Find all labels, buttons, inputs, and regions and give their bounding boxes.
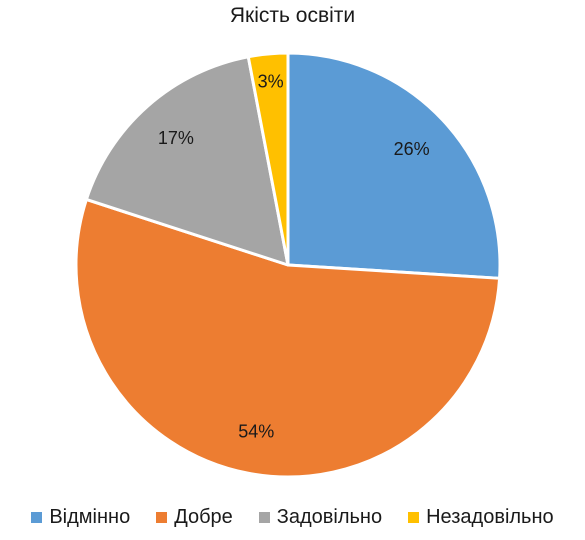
data-label-2: 54% (238, 422, 274, 442)
pie-slice-4 (246, 51, 290, 267)
pie-slice-3 (84, 55, 290, 267)
legend: Відмінно Добре Задовільно Незадовільно (0, 506, 585, 529)
legend-entry-2: Добре (156, 506, 233, 529)
legend-label-1: Відмінно (49, 506, 131, 528)
data-label-4: 3% (258, 71, 284, 91)
legend-swatch-3 (258, 512, 270, 523)
legend-label-4: Незадовільно (426, 506, 554, 528)
legend-entry-4: Незадовільно (408, 506, 554, 529)
legend-label-3: Задовільно (276, 506, 383, 528)
data-label-3: 17% (158, 128, 194, 148)
pie-chart: 26% 54% 17% 3% (74, 51, 502, 479)
pie-slice-2 (74, 197, 502, 479)
pie-slice-1 (286, 51, 502, 280)
legend-entry-3: Задовільно (258, 506, 383, 529)
legend-label-2: Добре (174, 506, 233, 528)
data-label-1: 26% (394, 139, 430, 159)
legend-entry-1: Відмінно (31, 506, 130, 529)
legend-swatch-4 (408, 512, 420, 523)
legend-swatch-2 (156, 512, 168, 523)
legend-swatch-1 (31, 512, 43, 523)
chart-title: Якість освіти (229, 4, 356, 27)
